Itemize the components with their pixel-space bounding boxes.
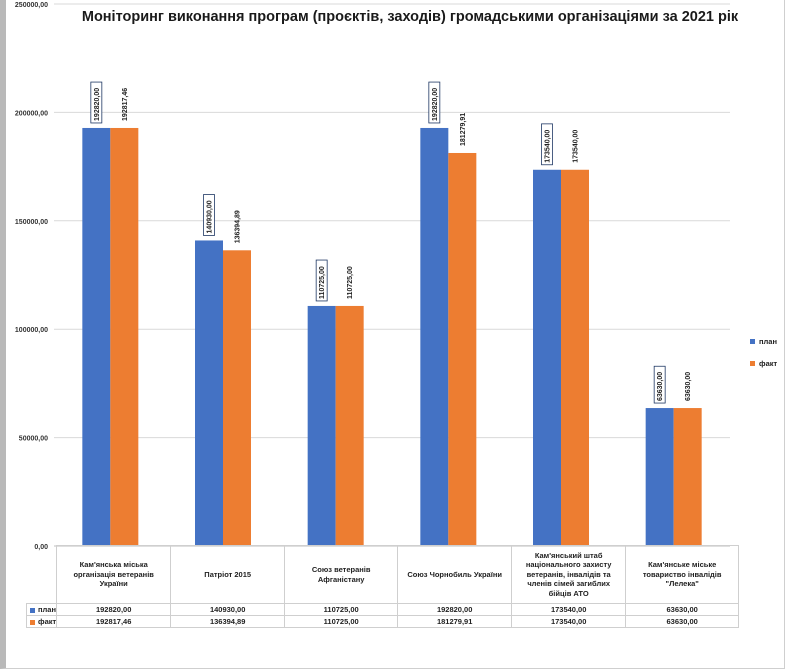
data-label: 181279,91 bbox=[460, 113, 467, 146]
bar-fact bbox=[673, 408, 702, 546]
bar-fact bbox=[335, 305, 364, 546]
y-tick-label: 50000,00 bbox=[19, 436, 48, 443]
bar-plan bbox=[195, 240, 223, 547]
data-label-group: 63630,00 bbox=[653, 365, 666, 404]
legend-swatch-plan bbox=[750, 338, 755, 344]
data-label-group: 110725,00 bbox=[347, 266, 354, 299]
table-row-key-plan: план bbox=[25, 603, 58, 616]
data-label: 173540,00 bbox=[573, 130, 580, 163]
table-cell: 110725,00 bbox=[284, 603, 399, 616]
data-label-group: 140930,00 bbox=[203, 194, 215, 236]
data-label: 173540,00 bbox=[545, 130, 552, 163]
bar-plan bbox=[82, 127, 111, 546]
table-row-label: факт bbox=[38, 617, 57, 626]
y-tick-label: 250000,00 bbox=[15, 2, 48, 9]
table-cell: 192817,46 bbox=[56, 615, 172, 628]
table-row-key-fact: факт bbox=[25, 615, 58, 628]
data-label: 140930,00 bbox=[207, 200, 214, 233]
data-label-group: 192820,00 bbox=[90, 81, 103, 124]
data-label: 192820,00 bbox=[432, 88, 439, 121]
data-label-group: 136394,89 bbox=[235, 210, 242, 243]
data-label: 63630,00 bbox=[685, 372, 692, 401]
table-header: Патріот 2015 bbox=[170, 545, 286, 604]
data-label: 192817,46 bbox=[122, 88, 129, 121]
data-label-box bbox=[428, 81, 441, 124]
y-tick-label: 150000,00 bbox=[15, 219, 48, 226]
data-label: 192820,00 bbox=[94, 88, 101, 121]
chart-title: Моніторинг виконання програм (проєктів, … bbox=[81, 9, 739, 25]
table-header: Кам'янське міське товариство інвалідів "… bbox=[625, 545, 740, 604]
table-key-swatch bbox=[30, 619, 35, 625]
data-label-group: 110725,00 bbox=[315, 259, 328, 302]
data-label-group: 192820,00 bbox=[428, 81, 441, 124]
y-tick-label: 0,00 bbox=[34, 544, 48, 551]
data-label-box bbox=[315, 259, 328, 302]
data-label-box bbox=[541, 123, 553, 166]
data-table: Кам'янська міська організація ветеранів … bbox=[25, 545, 740, 628]
table-cell: 140930,00 bbox=[170, 603, 286, 616]
data-label-group: 63630,00 bbox=[685, 372, 692, 401]
table-key-swatch bbox=[30, 607, 35, 613]
bar-plan bbox=[645, 408, 674, 546]
legend-swatch-fact bbox=[750, 360, 755, 366]
table-cell: 63630,00 bbox=[625, 615, 740, 628]
legend-item-fact: факт bbox=[750, 352, 777, 374]
data-label: 110725,00 bbox=[347, 266, 354, 299]
data-label: 63630,00 bbox=[657, 372, 664, 401]
table-cell: 136394,89 bbox=[170, 615, 286, 628]
bar-plan bbox=[307, 305, 336, 546]
legend-label-fact: факт bbox=[759, 358, 778, 368]
table-cell: 173540,00 bbox=[511, 603, 627, 616]
bar-fact bbox=[110, 127, 139, 547]
legend: план факт bbox=[750, 330, 777, 374]
legend-item-plan: план bbox=[750, 330, 777, 352]
data-label: 110725,00 bbox=[319, 266, 326, 299]
data-label-box bbox=[203, 194, 215, 236]
data-label-box bbox=[653, 365, 666, 404]
table-cell: 192820,00 bbox=[56, 603, 172, 616]
table-cell: 110725,00 bbox=[284, 615, 399, 628]
bar-plan bbox=[420, 127, 449, 546]
data-label-group: 173540,00 bbox=[573, 130, 580, 163]
table-cell: 63630,00 bbox=[625, 603, 740, 616]
data-label-box bbox=[90, 81, 103, 124]
bar-plan bbox=[533, 169, 561, 547]
data-label-group: 181279,91 bbox=[460, 113, 467, 146]
table-header: Союз ветеранів Афганістану bbox=[284, 545, 399, 604]
table-header: Кам'янська міська організація ветеранів … bbox=[56, 545, 172, 604]
y-tick-label: 100000,00 bbox=[15, 327, 48, 334]
data-label: 136394,89 bbox=[235, 210, 242, 243]
table-cell: 192820,00 bbox=[397, 603, 513, 616]
table-header: Союз Чорнобиль України bbox=[397, 545, 513, 604]
table-header: Кам'янський штаб національного захисту в… bbox=[511, 545, 627, 604]
legend-label-plan: план bbox=[759, 336, 777, 346]
table-row-label: план bbox=[38, 605, 56, 614]
data-label-group: 173540,00 bbox=[541, 123, 553, 166]
bar-fact bbox=[561, 169, 589, 547]
table-cell: 181279,91 bbox=[397, 615, 513, 628]
y-tick-label: 200000,00 bbox=[15, 110, 48, 117]
table-cell: 173540,00 bbox=[511, 615, 627, 628]
data-label-group: 192817,46 bbox=[122, 88, 129, 121]
bar-fact bbox=[448, 152, 477, 546]
bar-fact bbox=[223, 250, 251, 546]
